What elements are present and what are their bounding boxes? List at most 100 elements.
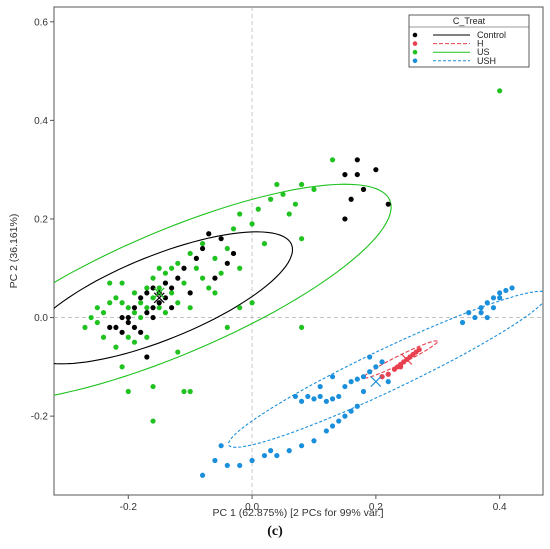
point-ush [479,305,484,310]
figure-caption: (c) [0,524,550,540]
point-us [188,305,193,310]
point-us [262,241,267,246]
point-us [231,226,236,231]
point-control [219,236,224,241]
point-us [249,221,254,226]
point-ush [219,443,224,448]
data-points [82,88,514,478]
point-control [349,197,354,202]
legend-title: C_Treat [453,16,486,26]
point-us [188,251,193,256]
point-ush [330,423,335,428]
point-ush [336,418,341,423]
point-us [126,389,131,394]
y-tick-label: 0.2 [34,214,48,225]
plot-frame [54,7,543,495]
point-us [225,325,230,330]
point-us [268,197,273,202]
legend-marker-h [413,41,418,46]
point-us [89,315,94,320]
point-us [163,310,168,315]
point-us [175,349,180,354]
y-tick-label: 0.6 [34,17,48,28]
y-tick-label: 0.0 [34,313,48,324]
point-h [386,372,391,377]
point-ush [311,396,316,401]
point-control [119,330,124,335]
point-control [163,280,168,285]
point-ush [299,399,304,404]
point-ush [262,453,267,458]
pca-scatter-chart: -0.2 0.0 0.2 0.4 -0.20.00.20.40.6 PC 1 (62.… [0,0,550,520]
ellipse-us [0,184,391,401]
point-ush [311,438,316,443]
y-axis-ticks: -0.20.00.20.40.6 [31,17,54,422]
point-control [169,285,174,290]
point-control [373,167,378,172]
centroid-ush [371,377,381,387]
point-control [144,310,149,315]
point-control [342,216,347,221]
point-us [82,325,87,330]
point-us [299,182,304,187]
point-control [212,276,217,281]
point-us [107,280,112,285]
point-ush [485,300,490,305]
point-ush [349,409,354,414]
point-ush [336,394,341,399]
point-control [138,330,143,335]
point-ush [293,394,298,399]
group-centroids [154,288,412,387]
legend-marker-control [413,33,418,38]
confidence-ellipses [0,184,548,447]
point-control [225,261,230,266]
x-axis-label: PC 1 (62.875%) [2 PCs for 99% var.] [213,507,384,519]
point-ush [503,288,508,293]
point-control [113,325,118,330]
point-ush [355,377,360,382]
point-us [287,211,292,216]
y-axis-label: PC 2 (36.161%) [8,214,20,289]
point-us [119,280,124,285]
point-control [355,157,360,162]
point-us [200,241,205,246]
point-us [274,182,279,187]
point-control [138,295,143,300]
point-ush [361,374,366,379]
point-control [126,320,131,325]
point-ush [373,364,378,369]
ellipse-h [364,341,438,378]
point-us [126,305,131,310]
point-control [361,187,366,192]
point-us [150,384,155,389]
point-control [175,276,180,281]
point-ush [268,448,273,453]
point-us [497,88,502,93]
point-us [237,305,242,310]
point-us [113,345,118,350]
point-us [126,335,131,340]
point-ush [237,463,242,468]
point-us [206,285,211,290]
point-ush [212,458,217,463]
point-us [188,389,193,394]
point-control [150,315,155,320]
point-control [206,231,211,236]
point-us [144,285,149,290]
point-us [280,192,285,197]
point-us [119,300,124,305]
point-ush [274,453,279,458]
point-ush [497,295,502,300]
point-ush [379,359,384,364]
point-us [101,310,106,315]
point-us [212,256,217,261]
point-control [188,290,193,295]
point-control [200,246,205,251]
point-ush [299,443,304,448]
point-ush [330,396,335,401]
point-ush [367,369,372,374]
point-us [169,290,174,295]
point-control [144,290,149,295]
point-ush [367,354,372,359]
